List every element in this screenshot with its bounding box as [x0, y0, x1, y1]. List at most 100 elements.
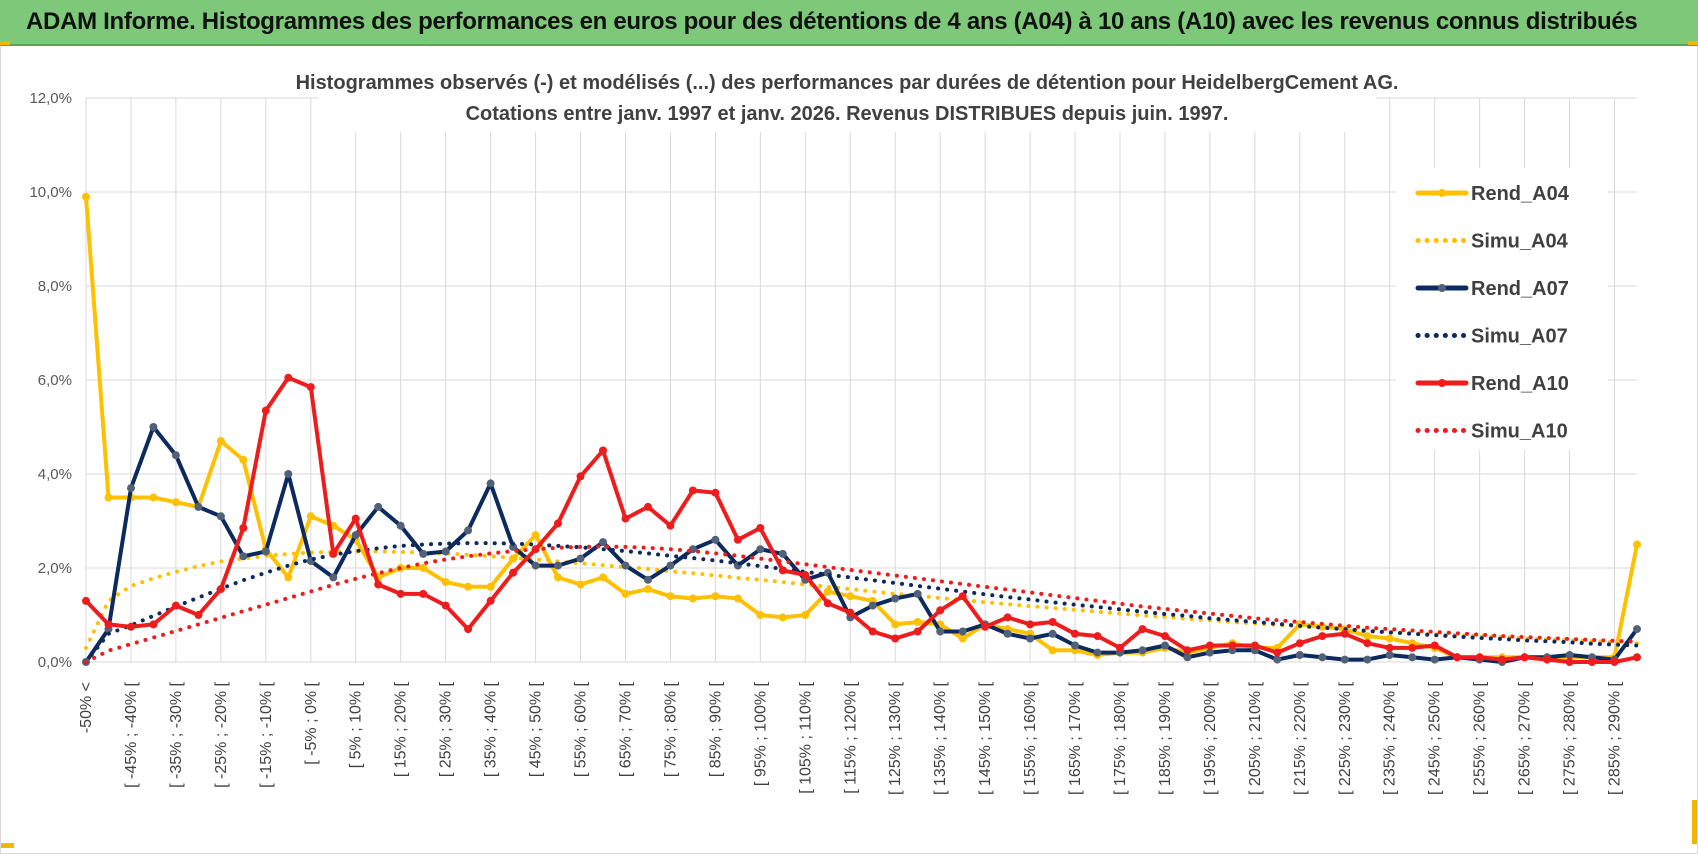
data-point-rend_a04	[756, 611, 765, 619]
data-point-rend_a04	[621, 589, 630, 598]
data-point-rend_a04	[801, 611, 810, 619]
data-point-rend_a10	[306, 383, 315, 392]
data-point-rend_a04	[486, 582, 495, 591]
data-point-rend_a07	[1565, 651, 1574, 659]
data-point-rend_a10	[419, 589, 428, 598]
data-point-rend_a04	[644, 585, 652, 594]
x-tick-label: [ 235% ; 240% [	[1382, 681, 1399, 795]
data-point-rend_a04	[464, 582, 473, 591]
x-tick-label: [ 245% ; 250% [	[1427, 681, 1444, 795]
data-point-rend_a10	[711, 488, 720, 497]
data-point-rend_a07	[1363, 655, 1372, 664]
data-point-rend_a07	[1385, 651, 1394, 659]
x-tick-label: [ 35% ; 40% [	[483, 681, 500, 777]
data-point-rend_a07	[1273, 655, 1282, 664]
data-point-rend_a10	[1453, 653, 1462, 662]
data-point-rend_a04	[149, 493, 158, 502]
corner-accent-top-left	[0, 41, 10, 45]
legend-marker	[1438, 284, 1446, 292]
data-point-rend_a10	[194, 611, 203, 619]
data-point-rend_a04	[1385, 634, 1394, 643]
data-point-rend_a10	[104, 620, 113, 629]
data-point-rend_a04	[284, 573, 293, 582]
data-point-rend_a07	[329, 573, 338, 582]
x-tick-label: [ 155% ; 160% [	[1022, 681, 1039, 795]
data-point-rend_a10	[1273, 648, 1282, 657]
data-point-rend_a07	[1633, 625, 1641, 634]
data-point-rend_a04	[958, 634, 967, 643]
data-point-rend_a10	[936, 606, 945, 615]
data-point-rend_a10	[958, 592, 967, 601]
x-tick-label: [ 265% ; 270% [	[1517, 681, 1534, 795]
data-point-rend_a10	[396, 589, 405, 598]
data-point-rend_a07	[194, 502, 203, 511]
data-point-rend_a10	[261, 406, 270, 415]
data-point-rend_a04	[1048, 646, 1057, 655]
series-line-rend_a07	[84, 425, 1639, 664]
x-tick-label: [ -45% ; -40% [	[123, 681, 140, 787]
data-point-rend_a10	[801, 571, 810, 579]
data-point-rend_a04	[733, 594, 742, 603]
data-point-rend_a07	[778, 549, 787, 558]
data-point-rend_a10	[1228, 641, 1237, 650]
data-point-rend_a07	[284, 470, 293, 478]
data-point-rend_a10	[599, 446, 607, 455]
data-point-rend_a10	[846, 608, 855, 617]
data-point-rend_a07	[1048, 629, 1057, 638]
data-point-rend_a04	[82, 192, 90, 201]
data-point-rend_a04	[688, 594, 697, 603]
data-point-rend_a07	[441, 547, 450, 556]
data-point-rend_a10	[1205, 641, 1214, 650]
data-point-rend_a10	[1250, 641, 1259, 650]
data-point-rend_a07	[1003, 629, 1012, 638]
legend-label-rend_a10: Rend_A10	[1471, 373, 1569, 395]
x-axis: -50% < [ -45% ; -40% [[ -35% ; -30% [[ -2…	[78, 681, 1624, 795]
x-tick-label: [ 105% ; 110% [	[797, 681, 814, 793]
data-point-rend_a10	[1116, 643, 1124, 652]
data-point-rend_a07	[554, 561, 562, 570]
chart-subtitle: Cotations entre janv. 1997 et janv. 2026…	[466, 103, 1229, 125]
data-point-rend_a10	[1161, 632, 1169, 641]
y-tick-label: 12,0%	[29, 90, 72, 107]
data-point-rend_a07	[261, 547, 270, 556]
legend-label-simu_a04: Simu_A04	[1471, 231, 1569, 253]
data-point-rend_a10	[1430, 641, 1439, 650]
legend-marker	[1438, 189, 1446, 197]
data-point-rend_a04	[891, 620, 900, 629]
data-point-rend_a04	[1633, 540, 1641, 549]
y-tick-label: 4,0%	[38, 466, 72, 483]
data-point-rend_a10	[621, 514, 630, 523]
data-point-rend_a04	[666, 592, 675, 601]
data-point-rend_a07	[149, 423, 158, 431]
data-point-rend_a10	[1048, 618, 1057, 626]
data-point-rend_a10	[127, 622, 135, 631]
legend-background	[1396, 168, 1608, 450]
data-point-rend_a07	[216, 512, 225, 521]
data-point-rend_a10	[554, 519, 562, 528]
y-tick-label: 10,0%	[29, 184, 72, 201]
data-point-rend_a04	[441, 578, 450, 587]
data-point-rend_a10	[509, 568, 518, 577]
data-point-rend_a07	[374, 502, 383, 511]
data-point-rend_a10	[171, 601, 180, 610]
data-point-rend_a07	[1205, 648, 1214, 657]
x-tick-label: [ 75% ; 80% [	[662, 681, 679, 777]
page-title: ADAM Informe. Histogrammes des performan…	[26, 8, 1638, 35]
x-tick-label: [ 275% ; 280% [	[1562, 681, 1579, 795]
data-point-rend_a07	[419, 549, 428, 558]
y-axis: 0,0% 2,0% 4,0% 6,0% 8,0% 10,0% 12,0%	[29, 90, 72, 671]
data-point-rend_a07	[621, 561, 630, 570]
data-point-rend_a10	[1340, 629, 1349, 638]
data-point-rend_a10	[756, 524, 765, 532]
data-point-rend_a10	[149, 620, 158, 629]
data-point-rend_a10	[1588, 658, 1596, 666]
data-point-rend_a10	[374, 580, 383, 589]
data-point-rend_a07	[171, 451, 180, 460]
x-tick-label: [ 135% ; 140% [	[932, 681, 949, 795]
data-point-rend_a10	[666, 521, 675, 530]
x-tick-label: [ 175% ; 180% [	[1112, 681, 1129, 795]
data-point-rend_a04	[599, 573, 607, 582]
x-tick-label: [ 95% ; 100% [	[752, 681, 769, 786]
data-point-rend_a07	[599, 538, 607, 547]
data-point-rend_a10	[778, 566, 787, 575]
